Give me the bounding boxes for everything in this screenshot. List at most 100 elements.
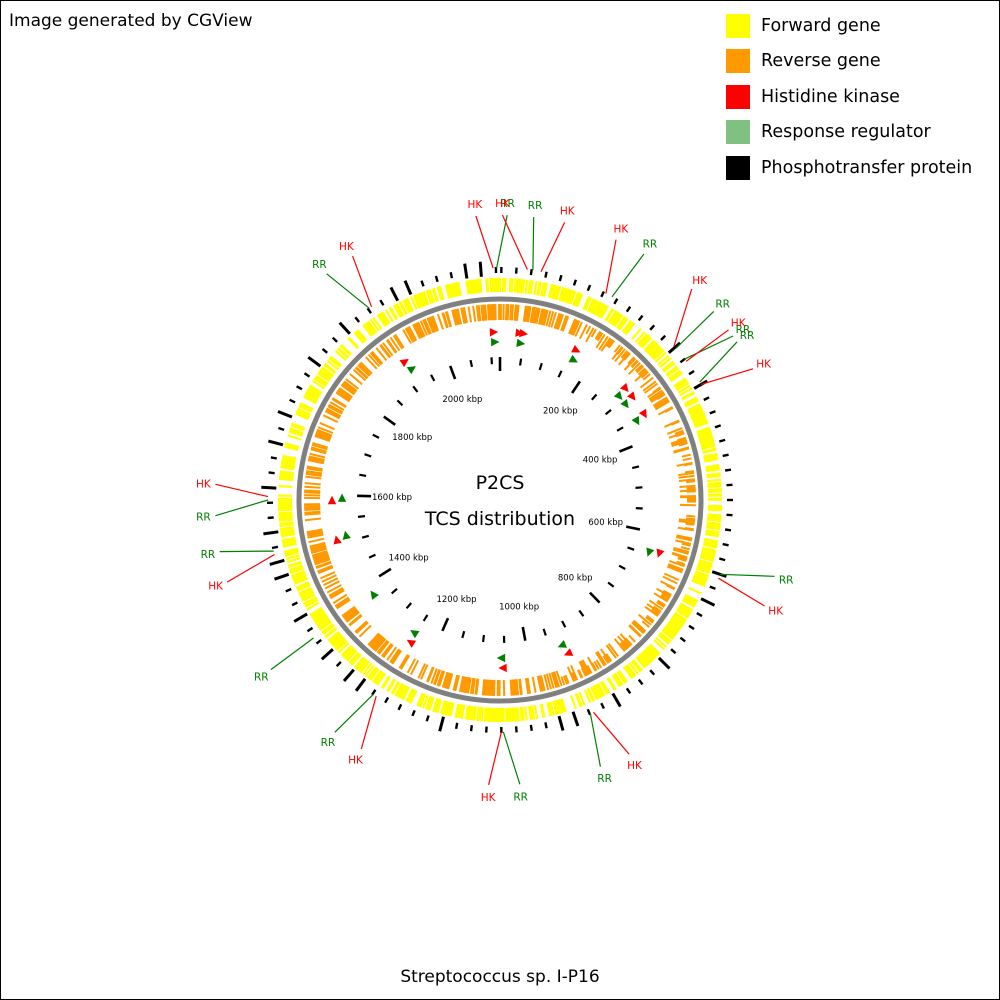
reverse-gene-mark	[613, 344, 621, 353]
forward-gene-mark	[593, 684, 602, 699]
forward-gene-mark	[705, 531, 720, 536]
forward-gene-mark	[621, 320, 632, 333]
forward-gene-mark	[359, 661, 370, 674]
rr-callout-label: RR	[254, 672, 269, 684]
forward-gene-mark	[659, 357, 672, 368]
rr-callout-label: RR	[736, 324, 751, 336]
phosphotransfer-mark	[293, 612, 308, 623]
reverse-gene-mark	[666, 565, 683, 574]
reverse-gene-mark	[369, 634, 382, 648]
forward-gene-mark	[447, 702, 453, 717]
reverse-gene-mark	[305, 475, 322, 480]
reverse-gene-mark	[338, 387, 353, 399]
hk-callout-label: HK	[208, 581, 224, 593]
phosphotransfer-mark	[463, 263, 469, 279]
hk-callout-line	[215, 483, 269, 498]
reverse-gene-mark	[308, 455, 325, 461]
forward-gene-mark	[527, 705, 533, 720]
forward-gene-mark	[281, 536, 296, 542]
forward-gene-mark	[309, 606, 323, 616]
response-regulator-marker	[337, 493, 347, 502]
forward-gene-mark	[285, 442, 300, 449]
kbp-tick	[448, 365, 457, 380]
reverse-gene-mark	[586, 656, 597, 672]
histidine-kinase-marker	[656, 548, 665, 558]
forward-gene-mark	[663, 362, 676, 373]
reverse-gene-mark	[561, 315, 570, 332]
reverse-gene-mark	[619, 633, 632, 647]
reverse-gene-track	[303, 303, 697, 697]
reverse-gene-mark	[576, 669, 583, 679]
forward-gene-mark	[281, 456, 297, 462]
reverse-gene-mark	[349, 373, 363, 386]
forward-gene-mark	[657, 354, 670, 366]
phosphotransfer-mark	[679, 357, 686, 364]
forward-gene-mark	[485, 707, 489, 722]
forward-gene-mark	[316, 617, 330, 628]
reverse-gene-mark	[513, 679, 518, 696]
reverse-gene-mark	[628, 634, 636, 643]
cgview-credit: Image generated by CGView	[9, 11, 253, 31]
reverse-gene-mark	[417, 321, 426, 337]
rr-callout-label: RR	[643, 239, 658, 251]
reverse-gene-mark	[426, 666, 434, 683]
forward-gene-mark	[616, 315, 626, 329]
forward-gene-mark	[705, 533, 720, 538]
reverse-gene-mark	[671, 440, 688, 447]
forward-gene-mark	[688, 406, 703, 415]
histidine-kinase-marker	[627, 391, 636, 401]
legend-swatch-histidine-kinase	[726, 84, 750, 109]
reverse-gene-mark	[675, 536, 693, 542]
phosphotransfer-mark	[572, 279, 578, 286]
hk-callout-label: HK	[692, 275, 708, 287]
reverse-gene-mark	[326, 407, 342, 417]
reverse-gene-mark	[312, 442, 329, 449]
forward-gene-mark	[356, 329, 368, 342]
forward-gene-mark	[700, 441, 715, 448]
reverse-gene-mark	[667, 563, 684, 572]
kbp-tick	[607, 581, 615, 588]
forward-gene-mark	[707, 478, 722, 483]
response-regulator-marker	[406, 366, 416, 375]
reverse-gene-mark	[389, 336, 401, 352]
reverse-gene-mark	[651, 608, 660, 616]
forward-gene-mark	[670, 372, 683, 383]
hk-callout-label: HK	[481, 792, 497, 804]
response-regulator-marker	[568, 354, 578, 363]
forward-gene-mark	[588, 299, 597, 313]
reverse-gene-mark	[331, 397, 347, 408]
forward-gene-mark	[549, 284, 556, 299]
rr-callout-line	[675, 310, 715, 349]
reverse-gene-mark	[314, 558, 331, 566]
reverse-gene-mark	[644, 382, 659, 394]
reverse-gene-mark	[675, 432, 685, 438]
phosphotransfer-mark	[403, 280, 413, 296]
forward-gene-mark	[386, 678, 396, 692]
forward-gene-mark	[687, 403, 701, 412]
hk-callout-label: HK	[756, 358, 772, 370]
reverse-gene-mark	[605, 653, 613, 662]
forward-gene-mark	[599, 681, 609, 695]
reverse-gene-mark	[674, 429, 684, 435]
reverse-gene-mark	[334, 596, 350, 608]
reverse-gene-mark	[367, 632, 380, 646]
reverse-gene-mark	[311, 547, 327, 554]
forward-gene-mark	[312, 380, 325, 390]
forward-gene-mark	[331, 635, 344, 647]
kbp-tick-label: 1800 kbp	[392, 433, 432, 443]
forward-gene-mark	[281, 460, 296, 466]
forward-gene-mark	[402, 299, 411, 314]
forward-gene-mark	[689, 408, 704, 417]
reverse-gene-mark	[480, 304, 484, 321]
forward-gene-mark	[681, 599, 696, 608]
kbp-tick	[590, 393, 598, 401]
reverse-gene-mark	[481, 679, 486, 696]
forward-gene-mark	[457, 281, 462, 296]
reverse-gene-mark	[309, 541, 326, 548]
reverse-gene-mark	[354, 620, 368, 633]
reverse-gene-mark	[419, 320, 428, 336]
reverse-gene-mark	[306, 465, 323, 471]
kbp-tick	[616, 426, 624, 432]
forward-gene-mark	[661, 360, 675, 371]
hk-callout-line	[593, 711, 630, 755]
